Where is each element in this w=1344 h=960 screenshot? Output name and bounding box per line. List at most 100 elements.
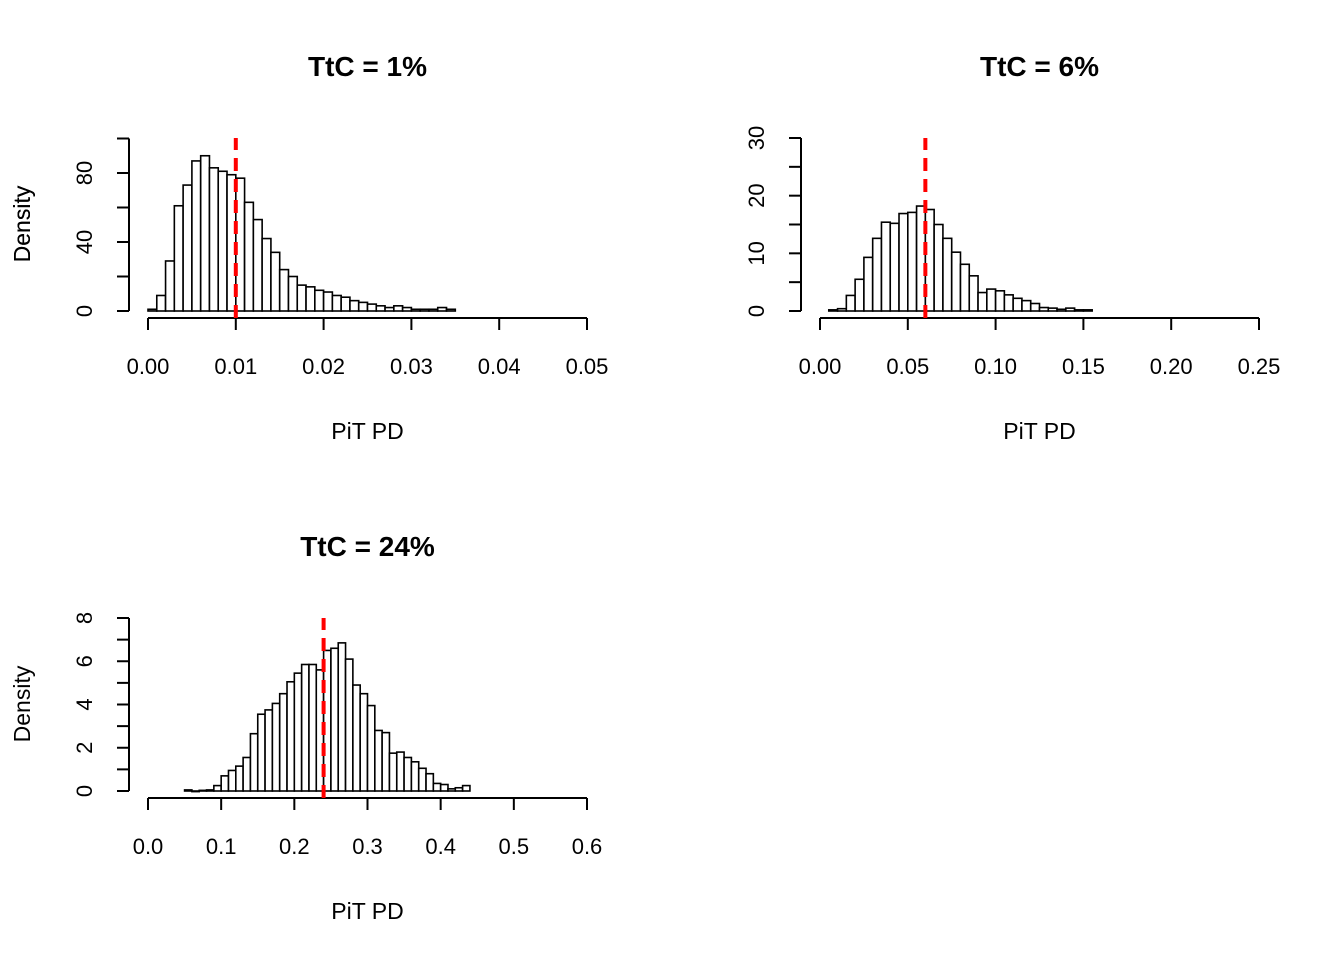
histogram-bar <box>977 291 988 312</box>
histogram-bar <box>393 305 404 312</box>
histogram-bar <box>845 294 856 312</box>
histogram-bar <box>374 729 383 792</box>
x-tick-label: 0.10 <box>974 354 1017 379</box>
x-axis: 0.00 0.05 0.10 0.15 0.20 0.25 <box>799 317 1281 379</box>
histogram-bar <box>243 201 255 312</box>
x-tick-label: 0.01 <box>214 354 257 379</box>
histogram-bar <box>454 786 464 792</box>
histogram-bar <box>1073 309 1085 312</box>
x-tick-label: 0.2 <box>279 834 310 859</box>
histogram-bar <box>432 782 442 792</box>
histogram-bar <box>410 761 420 792</box>
x-tick-label: 0.0 <box>133 834 164 859</box>
panel-ttc-24pct: TtC = 24% PiT PD Density 0.0 0.1 0.2 0.3 0.4… <box>9 531 602 924</box>
histogram-bar <box>305 286 316 312</box>
x-tick-label: 0.05 <box>886 354 929 379</box>
histogram-bar <box>950 251 962 312</box>
x-axis: 0.00 0.01 0.02 0.03 0.04 0.05 <box>127 317 608 379</box>
y-tick-label: 30 <box>744 126 769 150</box>
histogram-bar <box>278 692 288 792</box>
histogram-bar <box>322 291 334 312</box>
histogram-bar <box>395 751 405 792</box>
x-axis: 0.0 0.1 0.2 0.3 0.4 0.5 0.6 <box>133 797 603 859</box>
histogram-bar <box>199 154 211 312</box>
histogram-bar <box>349 299 360 312</box>
histogram-bar <box>986 288 997 312</box>
histogram-bar <box>337 642 347 792</box>
histogram-bar <box>403 756 413 792</box>
histogram-bar <box>198 789 208 792</box>
histogram-bar <box>217 170 228 312</box>
y-axis: 0 2 4 6 8 <box>72 612 130 797</box>
histogram-bar <box>352 684 361 792</box>
histogram-bar <box>447 788 457 792</box>
histogram-bar <box>1029 302 1041 312</box>
histogram-bar <box>827 309 839 312</box>
histogram-bar <box>1082 309 1093 312</box>
y-axis-label: Density <box>9 185 35 262</box>
histogram-bar <box>1065 307 1076 312</box>
histogram-bar <box>1012 297 1023 312</box>
histogram-bar <box>968 275 979 312</box>
histogram-bar <box>898 212 909 312</box>
y-tick-label: 40 <box>72 230 97 254</box>
x-tick-label: 0.03 <box>390 354 433 379</box>
y-tick-label: 0 <box>744 305 769 317</box>
histogram-bar <box>264 709 274 792</box>
histogram-bar <box>261 237 272 312</box>
histogram-bar <box>366 303 378 312</box>
histogram-bar <box>871 237 883 312</box>
x-tick-label: 0.00 <box>799 354 842 379</box>
histogram-bar <box>854 278 865 312</box>
histogram-bar <box>906 211 918 312</box>
histogram-bar <box>287 275 299 312</box>
x-tick-label: 0.20 <box>1150 354 1193 379</box>
panel-ttc-1pct: TtC = 1% PiT PD Density 0.00 0.01 0.02 0.03… <box>9 51 608 444</box>
x-tick-label: 0.4 <box>425 834 456 859</box>
histogram-bar <box>401 306 413 312</box>
y-axis-label: Density <box>9 185 35 262</box>
histogram-bar <box>889 222 900 312</box>
histogram-bar <box>242 756 252 792</box>
histogram-bars <box>147 154 457 312</box>
histogram-bar <box>1056 308 1067 312</box>
histogram-bar <box>183 789 193 792</box>
x-axis-label: PiT PD <box>331 898 403 924</box>
histogram-bar <box>300 663 310 792</box>
histogram-bar <box>182 184 193 312</box>
histogram-bar <box>271 702 281 792</box>
histogram-bar <box>147 308 158 312</box>
x-tick-label: 0.25 <box>1238 354 1281 379</box>
y-tick-label: 20 <box>744 183 769 207</box>
histogram-bar <box>249 732 259 792</box>
y-tick-label: 6 <box>72 655 97 667</box>
x-axis-label: PiT PD <box>331 418 403 444</box>
histogram-bar <box>220 775 230 792</box>
histogram-bars <box>827 205 1093 312</box>
histogram-bar <box>344 658 354 792</box>
y-tick-label: 2 <box>72 742 97 754</box>
panel-title: TtC = 24% <box>300 531 435 562</box>
histogram-bar <box>836 307 848 312</box>
histogram-bar <box>173 204 184 312</box>
histogram-bar <box>308 663 318 792</box>
histogram-bar <box>296 284 307 312</box>
y-tick-label: 8 <box>72 612 97 624</box>
x-tick-label: 0.5 <box>499 834 530 859</box>
x-tick-label: 0.6 <box>572 834 603 859</box>
histogram-bar <box>235 765 244 792</box>
histogram-bar <box>942 237 953 312</box>
y-axis-label: Density <box>9 665 35 742</box>
histogram-bar <box>164 260 176 312</box>
histogram-bar <box>330 647 340 792</box>
panel-ttc-6pct: TtC = 6% PiT PD Density 0.00 0.05 0.10 0.15… <box>9 51 1280 444</box>
x-tick-label: 0.3 <box>352 834 383 859</box>
histogram-bar <box>340 296 351 312</box>
histogram-bar <box>314 289 325 312</box>
histogram-bar <box>359 692 369 792</box>
histogram-bar <box>1038 306 1050 312</box>
histogram-bar <box>286 680 296 792</box>
histogram-bar <box>1003 294 1014 312</box>
histogram-bar <box>1021 299 1032 312</box>
